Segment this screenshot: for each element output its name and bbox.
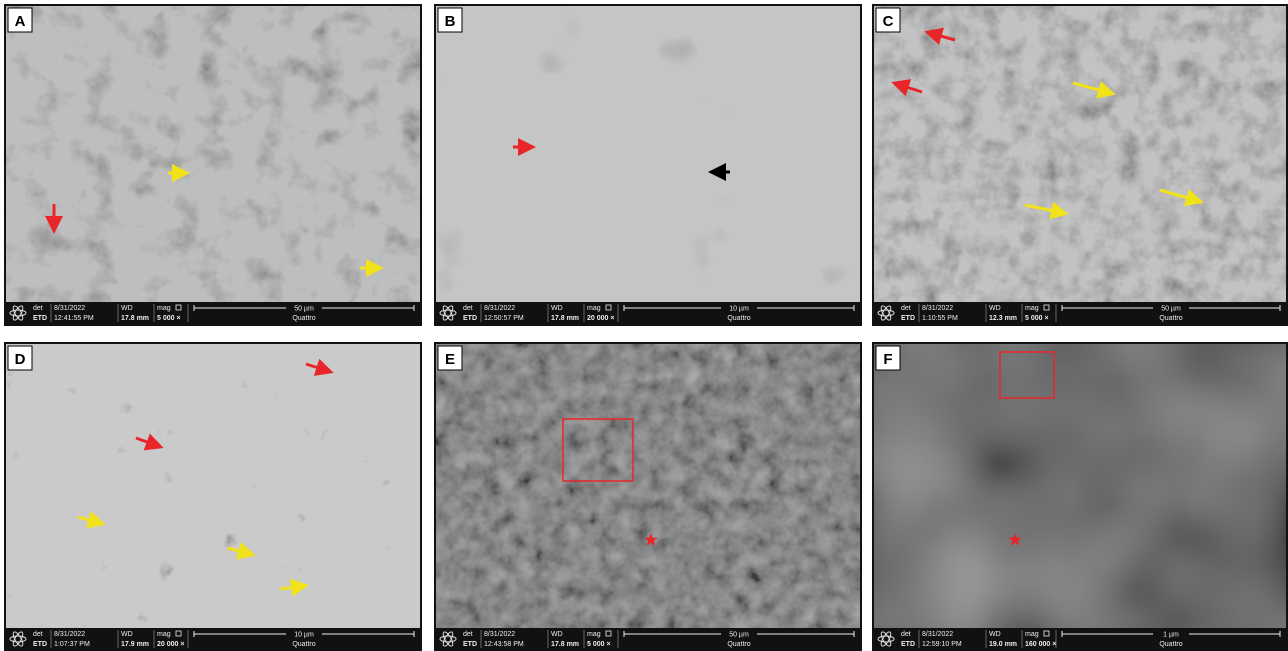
info-text: det <box>463 305 473 312</box>
info-text: 8/31/2022 <box>54 305 85 312</box>
micrograph-texture <box>6 6 420 302</box>
info-text: 5 000 × <box>587 641 611 648</box>
info-text: ETD <box>33 641 47 648</box>
info-text: Quattro <box>1159 315 1182 322</box>
info-text: det <box>901 305 911 312</box>
panel: det ETD 8/31/2022 1:07:37 PM WD 17.9 mm mag 20 … <box>5 343 421 651</box>
info-text: Quattro <box>292 315 315 322</box>
panel-label: B <box>445 13 456 30</box>
info-text: ETD <box>901 315 915 322</box>
info-text: 17.9 mm <box>121 641 149 648</box>
info-text: 20 000 × <box>157 641 184 648</box>
panel-label: E <box>445 351 455 368</box>
info-text: ETD <box>901 641 915 648</box>
info-text: WD <box>989 305 1001 312</box>
panel-label: C <box>883 13 894 30</box>
info-text: 8/31/2022 <box>54 631 85 638</box>
info-text: WD <box>989 631 1001 638</box>
info-text: WD <box>121 631 133 638</box>
info-text: 19.0 mm <box>989 641 1017 648</box>
info-text: mag <box>157 631 171 638</box>
info-text: 17.8 mm <box>551 315 579 322</box>
panel: det ETD 8/31/2022 12:43:58 PM WD 17.8 mm mag 5 … <box>435 343 861 651</box>
info-text: Quattro <box>1159 641 1182 648</box>
info-text: 17.8 mm <box>121 315 149 322</box>
info-text: 5 000 × <box>157 315 181 322</box>
info-text: mag <box>1025 631 1039 638</box>
panel-label: D <box>15 351 26 368</box>
info-text: 8/31/2022 <box>484 305 515 312</box>
micrograph-texture <box>436 6 860 302</box>
info-text: det <box>901 631 911 638</box>
info-text: mag <box>587 305 601 312</box>
info-text: mag <box>1025 305 1039 312</box>
info-text: det <box>33 631 43 638</box>
info-text: 50 µm <box>729 632 749 639</box>
info-text: WD <box>551 631 563 638</box>
info-text: 8/31/2022 <box>922 305 953 312</box>
info-text: 50 µm <box>1161 306 1181 313</box>
panel: det ETD 8/31/2022 12:50:57 PM WD 17.8 mm mag 20… <box>435 5 861 325</box>
info-text: ETD <box>463 641 477 648</box>
info-text: Quattro <box>727 315 750 322</box>
micrograph-texture <box>874 6 1286 302</box>
info-text: 20 000 × <box>587 315 614 322</box>
info-text: 8/31/2022 <box>484 631 515 638</box>
info-text: 1:07:37 PM <box>54 641 90 648</box>
info-text: 160 000 × <box>1025 641 1056 648</box>
info-text: 12:41:55 PM <box>54 315 94 322</box>
info-text: 12:59:10 PM <box>922 641 962 648</box>
panel-label: A <box>15 13 26 30</box>
info-text: 5 000 × <box>1025 315 1049 322</box>
panel: det ETD 8/31/2022 12:41:55 PM WD 17.8 mm mag 5 … <box>5 5 421 325</box>
info-text: 10 µm <box>294 632 314 639</box>
info-text: ETD <box>463 315 477 322</box>
panel-label: F <box>883 351 892 368</box>
info-text: 12:43:58 PM <box>484 641 524 648</box>
info-text: Quattro <box>727 641 750 648</box>
info-text: 10 µm <box>729 306 749 313</box>
info-text: 8/31/2022 <box>922 631 953 638</box>
info-text: 1 µm <box>1163 632 1179 639</box>
panel: det ETD 8/31/2022 12:59:10 PM WD 19.0 mm mag 16… <box>873 343 1287 651</box>
info-text: 12.3 mm <box>989 315 1017 322</box>
info-text: Quattro <box>292 641 315 648</box>
info-text: 12:50:57 PM <box>484 315 524 322</box>
info-text: mag <box>587 631 601 638</box>
micrograph-texture <box>874 344 1286 628</box>
info-text: 50 µm <box>294 306 314 313</box>
info-text: WD <box>121 305 133 312</box>
figure: det ETD 8/31/2022 12:41:55 PM WD 17.8 mm mag 5 … <box>0 0 1288 651</box>
micrograph-texture <box>6 344 420 628</box>
info-text: mag <box>157 305 171 312</box>
info-text: det <box>33 305 43 312</box>
info-text: 17.8 mm <box>551 641 579 648</box>
figure-canvas: det ETD 8/31/2022 12:41:55 PM WD 17.8 mm mag 5 … <box>0 0 1288 651</box>
info-text: WD <box>551 305 563 312</box>
info-text: ETD <box>33 315 47 322</box>
panel: det ETD 8/31/2022 1:10:55 PM WD 12.3 mm mag 5 0… <box>873 5 1287 325</box>
info-text: det <box>463 631 473 638</box>
micrograph-texture <box>436 344 860 628</box>
info-text: 1:10:55 PM <box>922 315 958 322</box>
